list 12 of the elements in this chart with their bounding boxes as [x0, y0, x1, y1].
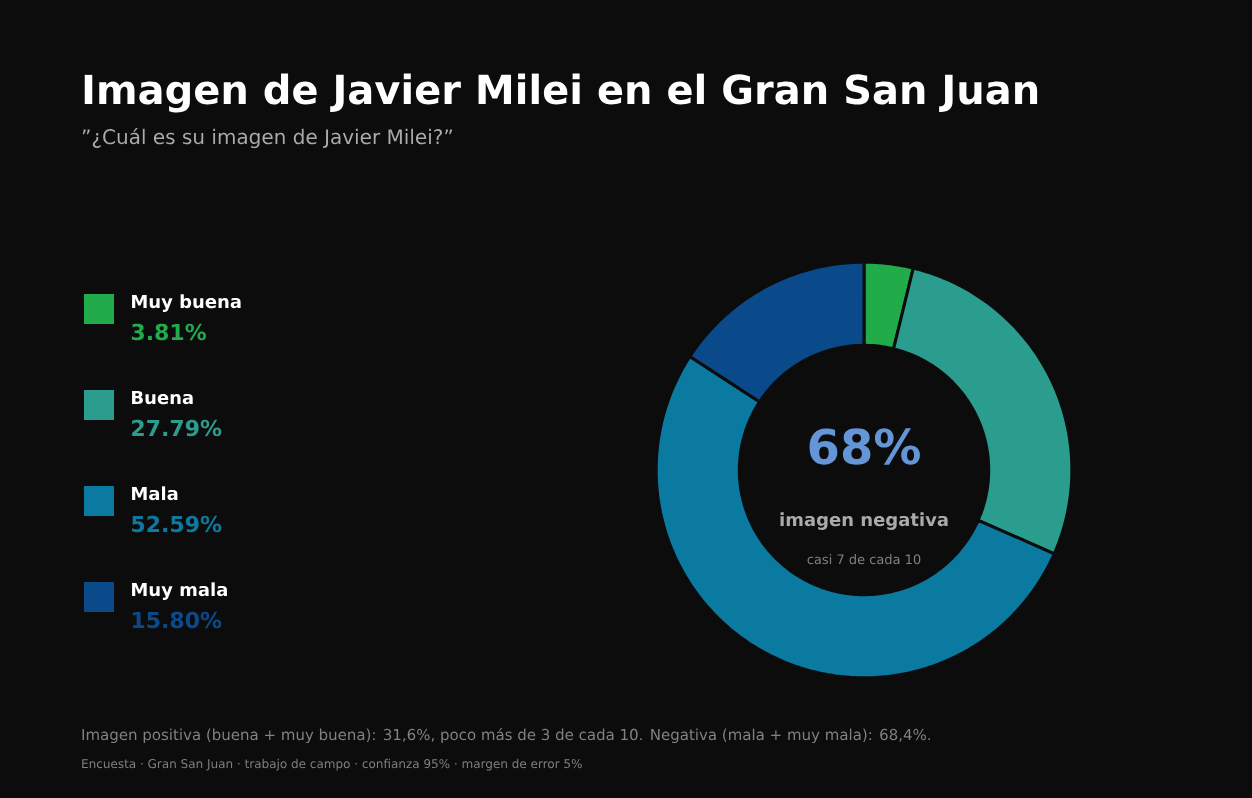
legend-label: Mala	[132, 486, 178, 501]
data-label: 3.81%	[131, 323, 207, 341]
data-label: 52.59%	[132, 515, 222, 533]
text: imagen negativa	[780, 512, 948, 530]
data-label: 15.80%	[132, 611, 222, 629]
data-label: 27.79%	[132, 419, 222, 437]
chart-subtitle: ”¿Cuál es su imagen de Javier Milei?”	[82, 127, 452, 149]
legend-label: Buena	[132, 390, 193, 405]
legend-label: Muy mala	[132, 582, 227, 600]
chart-title: Imagen de Javier Milei en el Gran San Juan	[84, 73, 1038, 113]
text: 68%	[809, 428, 920, 465]
legend-label: Muy buena	[132, 294, 241, 312]
